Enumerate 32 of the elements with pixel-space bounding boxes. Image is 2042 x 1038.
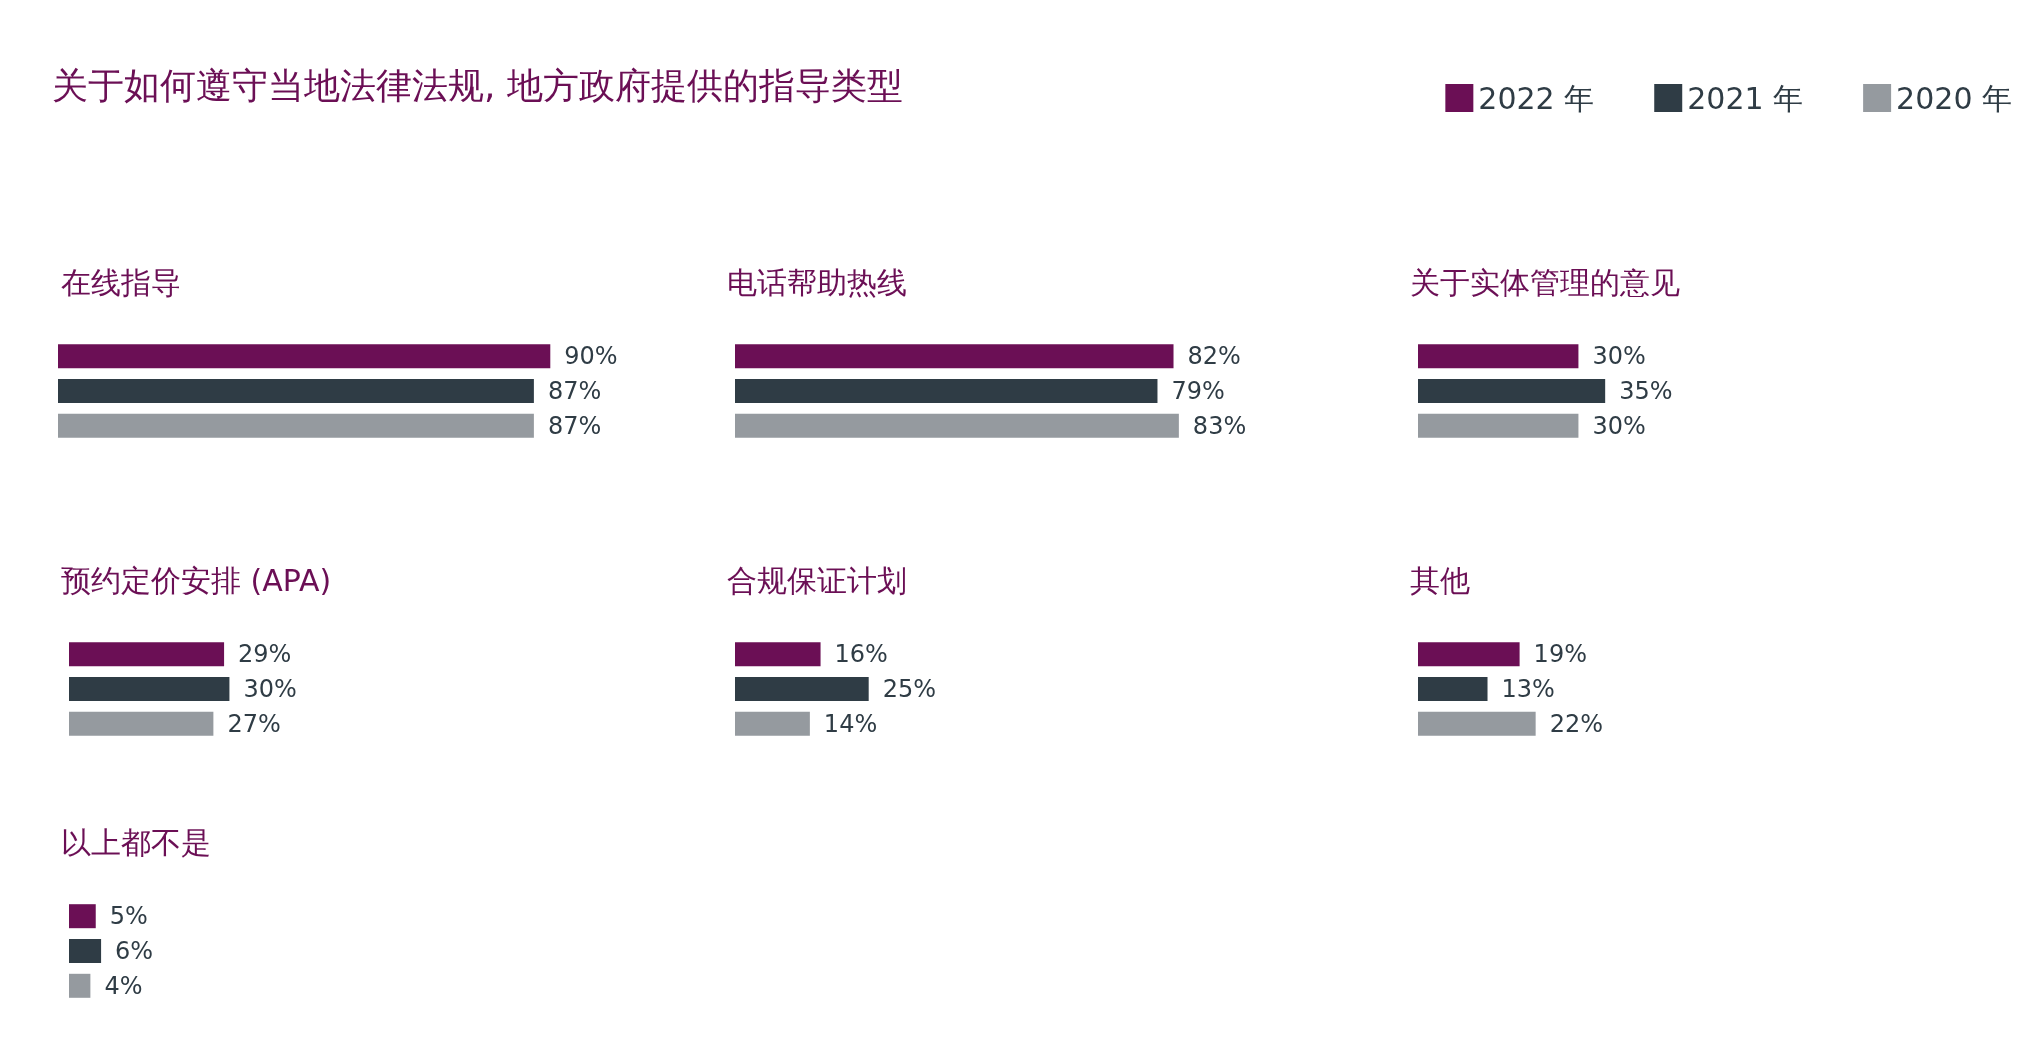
data-label: 87%	[547, 411, 602, 440]
legend-label: 2020 年	[1896, 80, 2013, 116]
chart-title: 电话帮助热线	[727, 264, 907, 300]
chart-title: 在线指导	[61, 264, 181, 300]
legend-label: 2022 年	[1478, 80, 1595, 116]
data-label: 90%	[564, 342, 618, 371]
chart-title: 合规保证计划	[727, 562, 907, 598]
chart-title: 关于实体管理的意见	[1410, 264, 1680, 300]
chart-title: 预约定价安排 (APA)	[61, 562, 332, 598]
data-label: 22%	[1549, 709, 1603, 738]
data-label: 14%	[823, 709, 878, 738]
data-label: 35%	[1619, 377, 1673, 405]
data-label: 29%	[238, 640, 292, 669]
data-label: 16%	[834, 640, 888, 669]
data-label: 19%	[1533, 640, 1587, 669]
data-label: 87%	[547, 377, 602, 405]
data-label: 25%	[882, 675, 937, 703]
chart-title: 以上都不是	[61, 824, 211, 860]
data-label: 30%	[1592, 342, 1646, 371]
text: 关于如何遵守当地法律法规, 地方政府提供的指导类型	[52, 64, 903, 108]
data-label: 6%	[115, 937, 154, 965]
data-label: 4%	[104, 971, 143, 1000]
legend-label: 2021 年	[1687, 80, 1804, 116]
data-label: 13%	[1501, 675, 1555, 703]
data-label: 5%	[109, 902, 148, 931]
chart-title: 其他	[1410, 562, 1470, 598]
data-label: 82%	[1187, 342, 1241, 371]
data-label: 79%	[1171, 377, 1225, 405]
data-label: 30%	[1592, 411, 1646, 440]
data-label: 27%	[227, 709, 281, 738]
data-label: 83%	[1192, 411, 1247, 440]
data-label: 30%	[243, 675, 297, 703]
